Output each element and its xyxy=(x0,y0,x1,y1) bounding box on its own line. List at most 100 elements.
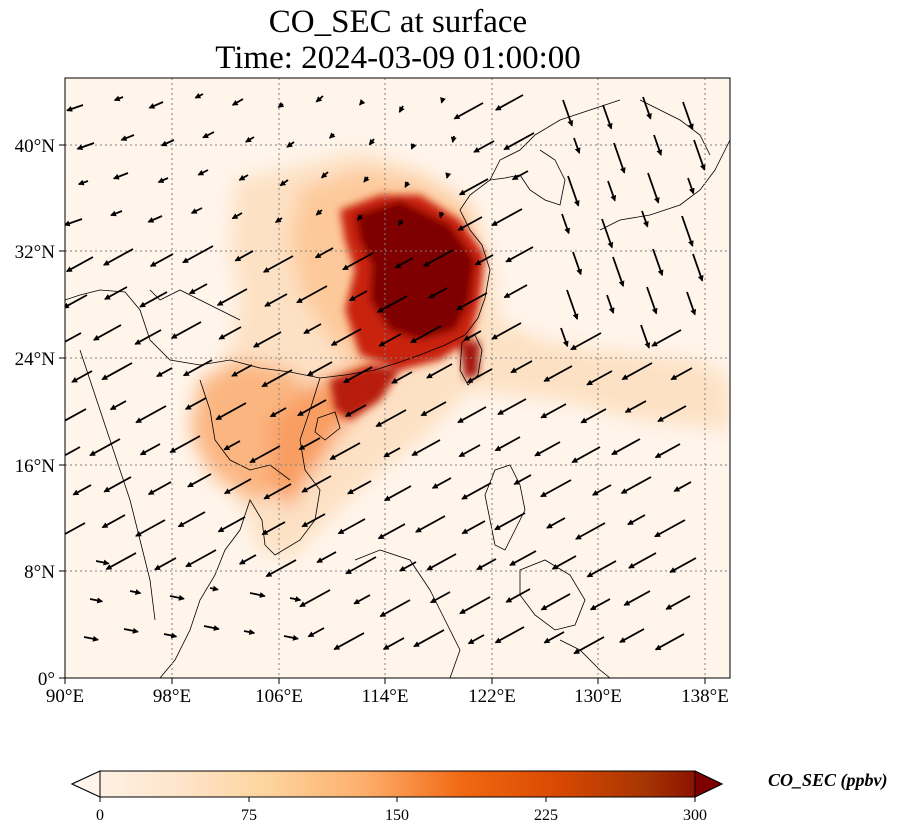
lon-tick-label: 98°E xyxy=(153,686,191,707)
wind-arrow xyxy=(103,476,132,493)
wind-arrow xyxy=(543,631,565,644)
wind-arrow xyxy=(611,438,641,456)
wind-arrow xyxy=(269,407,287,418)
wind-arrow xyxy=(348,290,368,302)
wind-arrow xyxy=(571,446,601,464)
lat-tick-label: 16°N xyxy=(15,456,56,477)
wind-arrow xyxy=(234,250,254,262)
wind-arrow xyxy=(398,105,405,113)
wind-arrow xyxy=(65,522,86,536)
wind-arrow xyxy=(410,143,417,150)
lat-tick-label: 0° xyxy=(38,669,55,690)
wind-arrow xyxy=(252,331,282,348)
wind-arrow xyxy=(473,140,495,153)
wind-arrow xyxy=(586,560,617,578)
wind-arrow xyxy=(505,588,531,603)
wind-arrow xyxy=(567,175,580,207)
wind-arrow xyxy=(628,552,657,569)
lon-tick-label: 114°E xyxy=(362,686,409,707)
wind-arrow xyxy=(383,485,412,502)
lat-tick-label: 40°N xyxy=(15,136,56,157)
wind-arrow xyxy=(223,478,252,495)
wind-arrow xyxy=(375,409,407,428)
wind-arrow xyxy=(238,554,257,565)
wind-arrow xyxy=(188,283,208,295)
wind-arrow xyxy=(65,218,83,227)
colorbar-tick: 75 xyxy=(241,807,257,824)
wind-arrow xyxy=(377,523,406,540)
wind-arrow xyxy=(391,371,413,384)
wind-arrow xyxy=(641,210,649,228)
wind-arrow xyxy=(139,291,168,308)
wind-arrow xyxy=(120,134,135,141)
wind-arrow xyxy=(283,634,299,641)
wind-arrow xyxy=(154,557,177,571)
wind-arrow xyxy=(363,176,370,183)
wind-arrow xyxy=(190,207,203,214)
wind-arrow xyxy=(249,592,266,598)
wind-arrow xyxy=(453,102,484,120)
wind-arrow xyxy=(505,246,534,263)
wind-arrow xyxy=(65,256,94,273)
wind-arrow xyxy=(426,363,453,379)
wind-arrow xyxy=(77,179,89,186)
wind-arrow xyxy=(566,289,579,320)
wind-arrow xyxy=(279,179,289,187)
wind-arrow xyxy=(306,361,333,377)
wind-arrow xyxy=(438,211,445,219)
wind-arrow xyxy=(621,362,653,381)
wind-arrow xyxy=(669,557,697,573)
wind-arrow xyxy=(72,484,92,496)
wind-arrow xyxy=(456,292,488,311)
wind-arrow xyxy=(511,170,529,181)
wind-arrow xyxy=(109,400,127,411)
wind-arrow xyxy=(314,247,334,259)
wind-arrow xyxy=(148,101,164,109)
wind-arrow xyxy=(343,366,373,384)
wind-arrow xyxy=(450,135,457,143)
wind-arrow xyxy=(83,635,99,642)
wind-arrow xyxy=(642,96,652,120)
wind-arrow xyxy=(413,629,445,648)
colorbar-tick: 150 xyxy=(385,807,409,824)
wind-arrow xyxy=(431,477,452,489)
wind-arrow xyxy=(264,293,288,307)
wind-arrow xyxy=(461,482,492,500)
wind-arrow xyxy=(303,323,322,335)
wind-arrow xyxy=(573,636,605,655)
wind-arrow xyxy=(337,518,366,535)
wind-arrow xyxy=(182,245,214,264)
wind-arrow xyxy=(316,551,337,564)
wind-arrow xyxy=(65,446,81,457)
wind-arrow xyxy=(494,512,526,531)
wind-arrow xyxy=(65,408,87,422)
wind-arrow xyxy=(540,593,571,611)
wind-arrow xyxy=(243,629,256,635)
wind-arrow xyxy=(76,142,95,151)
wind-arrow xyxy=(101,514,126,529)
wind-arrow xyxy=(399,561,417,572)
wind-arrow xyxy=(185,549,217,568)
map-title: CO_SEC at surface xyxy=(268,4,528,40)
concentration-field xyxy=(65,78,730,678)
wind-arrow xyxy=(503,284,528,299)
wind-arrow xyxy=(163,632,178,639)
wind-arrow xyxy=(382,637,405,650)
wind-arrow xyxy=(353,594,371,605)
wind-arrow xyxy=(601,218,614,249)
lon-tick-label: 90°E xyxy=(46,686,84,707)
wind-arrow xyxy=(194,92,204,99)
lat-tick-label: 32°N xyxy=(15,242,56,263)
wind-arrow xyxy=(134,329,162,345)
wind-arrow xyxy=(572,251,582,276)
wind-arrow xyxy=(591,484,612,496)
wind-arrow xyxy=(104,286,128,300)
wind-arrow xyxy=(368,138,375,146)
wind-arrow xyxy=(503,132,535,151)
wind-arrow xyxy=(570,332,602,351)
wind-arrow xyxy=(170,321,202,339)
wind-arrow xyxy=(112,172,129,180)
wind-arrow xyxy=(497,398,527,416)
colorbar-label: CO_SEC (ppbv) xyxy=(768,770,888,790)
